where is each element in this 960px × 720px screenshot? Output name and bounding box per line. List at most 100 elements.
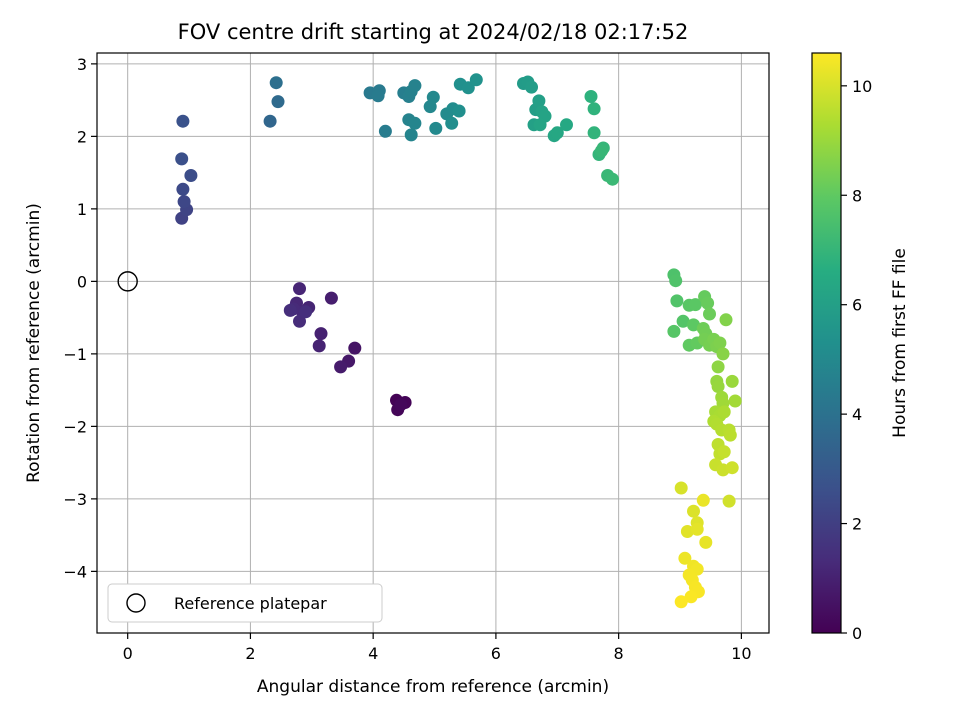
x-axis-ticks: 0 2 4 6 8 10 xyxy=(123,633,752,663)
data-point xyxy=(404,128,418,142)
chart-title: FOV centre drift starting at 2024/02/18 … xyxy=(178,20,689,44)
x-tick-label: 10 xyxy=(731,644,751,663)
data-point xyxy=(314,327,328,341)
y-tick-label: −4 xyxy=(63,562,87,581)
colorbar: 0 2 4 6 8 10 Hours from first FF file xyxy=(811,52,910,643)
y-axis-label: Rotation from reference (arcmin) xyxy=(24,203,44,483)
x-tick-label: 8 xyxy=(614,644,624,663)
data-point xyxy=(717,445,731,459)
data-point xyxy=(690,522,704,536)
x-tick-label: 4 xyxy=(368,644,378,663)
data-point xyxy=(680,525,694,538)
colorbar-tick-label: 2 xyxy=(852,515,862,534)
data-point xyxy=(429,121,443,135)
plot-frame xyxy=(96,52,770,634)
data-point xyxy=(667,324,681,338)
data-point xyxy=(533,118,547,132)
colorbar-tick-label: 10 xyxy=(852,77,872,96)
data-point xyxy=(687,504,700,518)
data-point xyxy=(299,305,313,319)
colorbar-tick-label: 0 xyxy=(852,624,862,643)
data-point xyxy=(587,102,601,116)
data-point xyxy=(688,298,702,312)
data-point xyxy=(263,114,277,128)
y-tick-label: 1 xyxy=(77,200,87,219)
data-point xyxy=(719,313,733,327)
data-point xyxy=(701,296,715,310)
colorbar-tick-label: 4 xyxy=(852,405,862,424)
data-point xyxy=(687,318,700,332)
data-point xyxy=(271,95,285,109)
data-point xyxy=(560,118,573,132)
colorbar-gradient xyxy=(812,53,841,633)
data-point xyxy=(587,126,601,140)
data-point xyxy=(669,274,683,288)
x-tick-label: 0 xyxy=(123,644,133,663)
data-point xyxy=(176,114,190,128)
data-point xyxy=(606,172,619,186)
data-point xyxy=(469,73,483,87)
x-tick-label: 2 xyxy=(245,644,255,663)
data-point xyxy=(408,79,422,93)
colorbar-tick-label: 6 xyxy=(852,296,862,315)
data-point xyxy=(670,294,684,308)
legend: Reference platepar xyxy=(107,583,383,623)
data-point xyxy=(725,461,739,475)
data-point xyxy=(269,76,283,90)
y-tick-label: −2 xyxy=(63,417,87,436)
y-tick-label: −3 xyxy=(63,490,87,509)
data-point xyxy=(674,481,688,495)
data-point xyxy=(293,314,306,328)
gridlines xyxy=(97,53,769,633)
data-point xyxy=(699,535,713,549)
data-point xyxy=(176,182,190,196)
data-point xyxy=(461,81,475,95)
data-point xyxy=(703,307,716,321)
data-point xyxy=(445,116,459,130)
legend-box xyxy=(107,583,383,623)
y-axis-ticks: −4 −3 −2 −1 0 1 2 3 xyxy=(63,55,97,581)
data-point xyxy=(312,339,326,353)
data-point xyxy=(334,360,348,374)
data-point xyxy=(324,291,338,305)
data-point xyxy=(293,282,306,296)
data-point xyxy=(725,374,739,388)
data-point xyxy=(525,80,538,94)
data-point xyxy=(452,104,466,118)
colorbar-ticks: 0 2 4 6 8 10 xyxy=(841,77,872,643)
data-point xyxy=(408,116,422,130)
data-point xyxy=(532,94,546,108)
data-point xyxy=(371,89,385,103)
data-point xyxy=(713,336,727,350)
data-points xyxy=(175,73,742,609)
data-point xyxy=(717,405,731,419)
reference-platepar-marker xyxy=(117,271,138,292)
x-axis-label: Angular distance from reference (arcmin) xyxy=(257,677,609,697)
data-point xyxy=(711,360,725,374)
data-point xyxy=(711,380,725,393)
data-point xyxy=(550,126,564,140)
y-tick-label: 0 xyxy=(77,272,87,291)
data-point xyxy=(723,428,737,442)
data-point xyxy=(426,90,440,104)
data-point xyxy=(283,303,297,317)
legend-reference-marker xyxy=(126,593,146,613)
data-point xyxy=(674,595,688,609)
data-point xyxy=(175,152,189,166)
colorbar-label: Hours from first FF file xyxy=(890,248,910,438)
y-tick-label: 2 xyxy=(77,127,87,146)
data-point xyxy=(177,195,191,209)
data-point xyxy=(716,347,730,361)
data-point xyxy=(722,494,736,508)
data-point xyxy=(684,590,698,604)
y-tick-label: −1 xyxy=(63,345,87,364)
data-point xyxy=(595,144,608,158)
data-point xyxy=(348,341,362,355)
colorbar-frame xyxy=(811,52,842,634)
colorbar-tick-label: 8 xyxy=(852,186,862,205)
data-point xyxy=(584,90,598,103)
reference-marker-group xyxy=(117,271,138,292)
data-point xyxy=(676,314,690,328)
data-point xyxy=(678,551,692,565)
